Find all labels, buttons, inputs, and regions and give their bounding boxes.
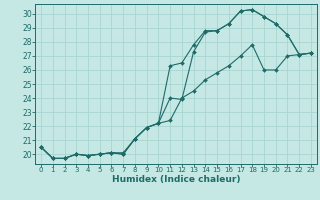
X-axis label: Humidex (Indice chaleur): Humidex (Indice chaleur) <box>112 175 240 184</box>
